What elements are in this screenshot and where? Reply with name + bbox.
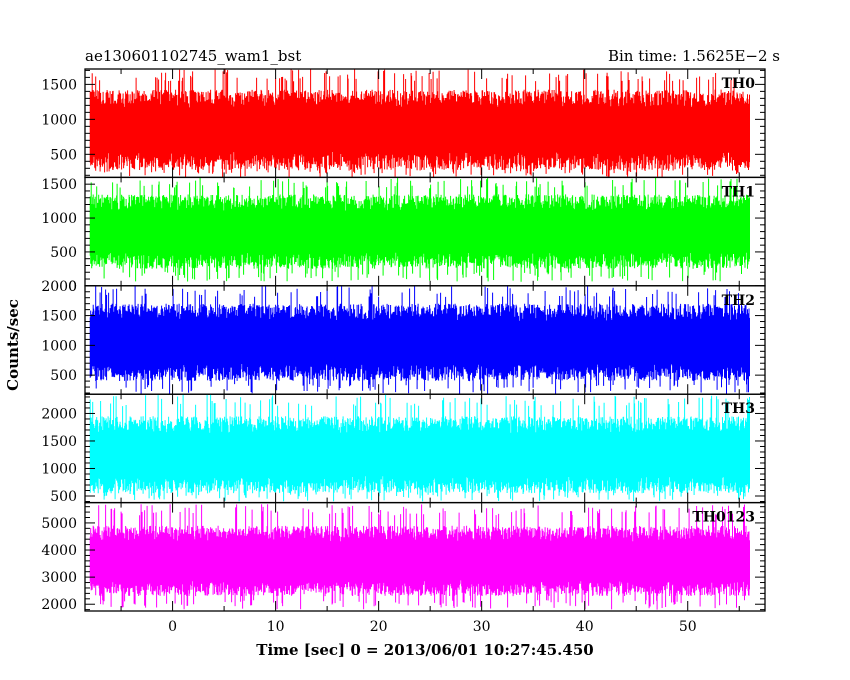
panel-th3: 500 1000 1500 2000 TH3	[41, 393, 766, 505]
x-tick-label: 50	[679, 619, 697, 635]
panel-th0: 500 1000 1500 TH0	[41, 68, 766, 179]
y-tick-label: 2000	[41, 597, 77, 613]
panel-name: TH3	[722, 401, 755, 417]
series-th2	[89, 285, 750, 395]
panel-name: TH0	[722, 76, 756, 92]
y-tick-label: 1500	[41, 77, 77, 93]
y-tick-label: 1000	[41, 462, 77, 478]
x-tick-label: 40	[576, 619, 594, 635]
panel-name: TH2	[722, 293, 755, 309]
x-tick-label: 30	[473, 619, 491, 635]
series-th0	[89, 69, 750, 178]
y-tick-label: 500	[50, 245, 77, 261]
x-tick-label: 10	[267, 619, 285, 635]
y-tick-label: 0	[68, 279, 77, 295]
panels-group: 500 1000 1500 TH0 0 500 1000 1500 TH1 500 1000 1500…	[41, 68, 766, 613]
y-tick-label: 2000	[41, 279, 77, 295]
x-axis: 0 10 20 30 40 50	[168, 619, 697, 635]
panel-name: TH1	[722, 184, 755, 200]
panel-frame	[84, 501, 766, 612]
y-tick-label: 1500	[41, 309, 77, 325]
x-tick-label: 0	[168, 619, 177, 635]
y-tick-label: 1000	[41, 211, 77, 227]
y-tick-label: 500	[50, 368, 77, 384]
y-tick-label: 5000	[41, 516, 77, 532]
y-tick-label: 500	[50, 147, 77, 163]
bin-time-label: Bin time: 1.5625E−2 s	[608, 47, 780, 65]
y-tick-label: 1500	[41, 177, 77, 193]
panel-name: TH0123	[692, 510, 755, 526]
y-axis-label: Counts/sec	[4, 299, 22, 391]
chart-title: ae130601102745_wam1_bst	[85, 47, 301, 65]
y-tick-label: 1000	[41, 338, 77, 354]
panel-th1: 0 500 1000 1500 TH1	[41, 176, 766, 295]
y-tick-label: 1000	[41, 112, 77, 128]
x-tick-label: 20	[370, 619, 388, 635]
y-tick-label: 1500	[41, 434, 77, 450]
panel-th0123: 2000 3000 4000 5000 TH0123	[41, 501, 766, 613]
x-axis-label: Time [sec] 0 = 2013/06/01 10:27:45.450	[256, 641, 593, 659]
y-tick-label: 3000	[41, 570, 77, 586]
series-th0123	[89, 504, 750, 610]
y-tick-label: 500	[50, 489, 77, 505]
series-th1	[89, 177, 750, 282]
panel-th2: 500 1000 1500 2000 TH2	[41, 279, 766, 395]
series-th3	[89, 394, 750, 502]
y-tick-label: 2000	[41, 407, 77, 423]
y-tick-label: 4000	[41, 543, 77, 559]
